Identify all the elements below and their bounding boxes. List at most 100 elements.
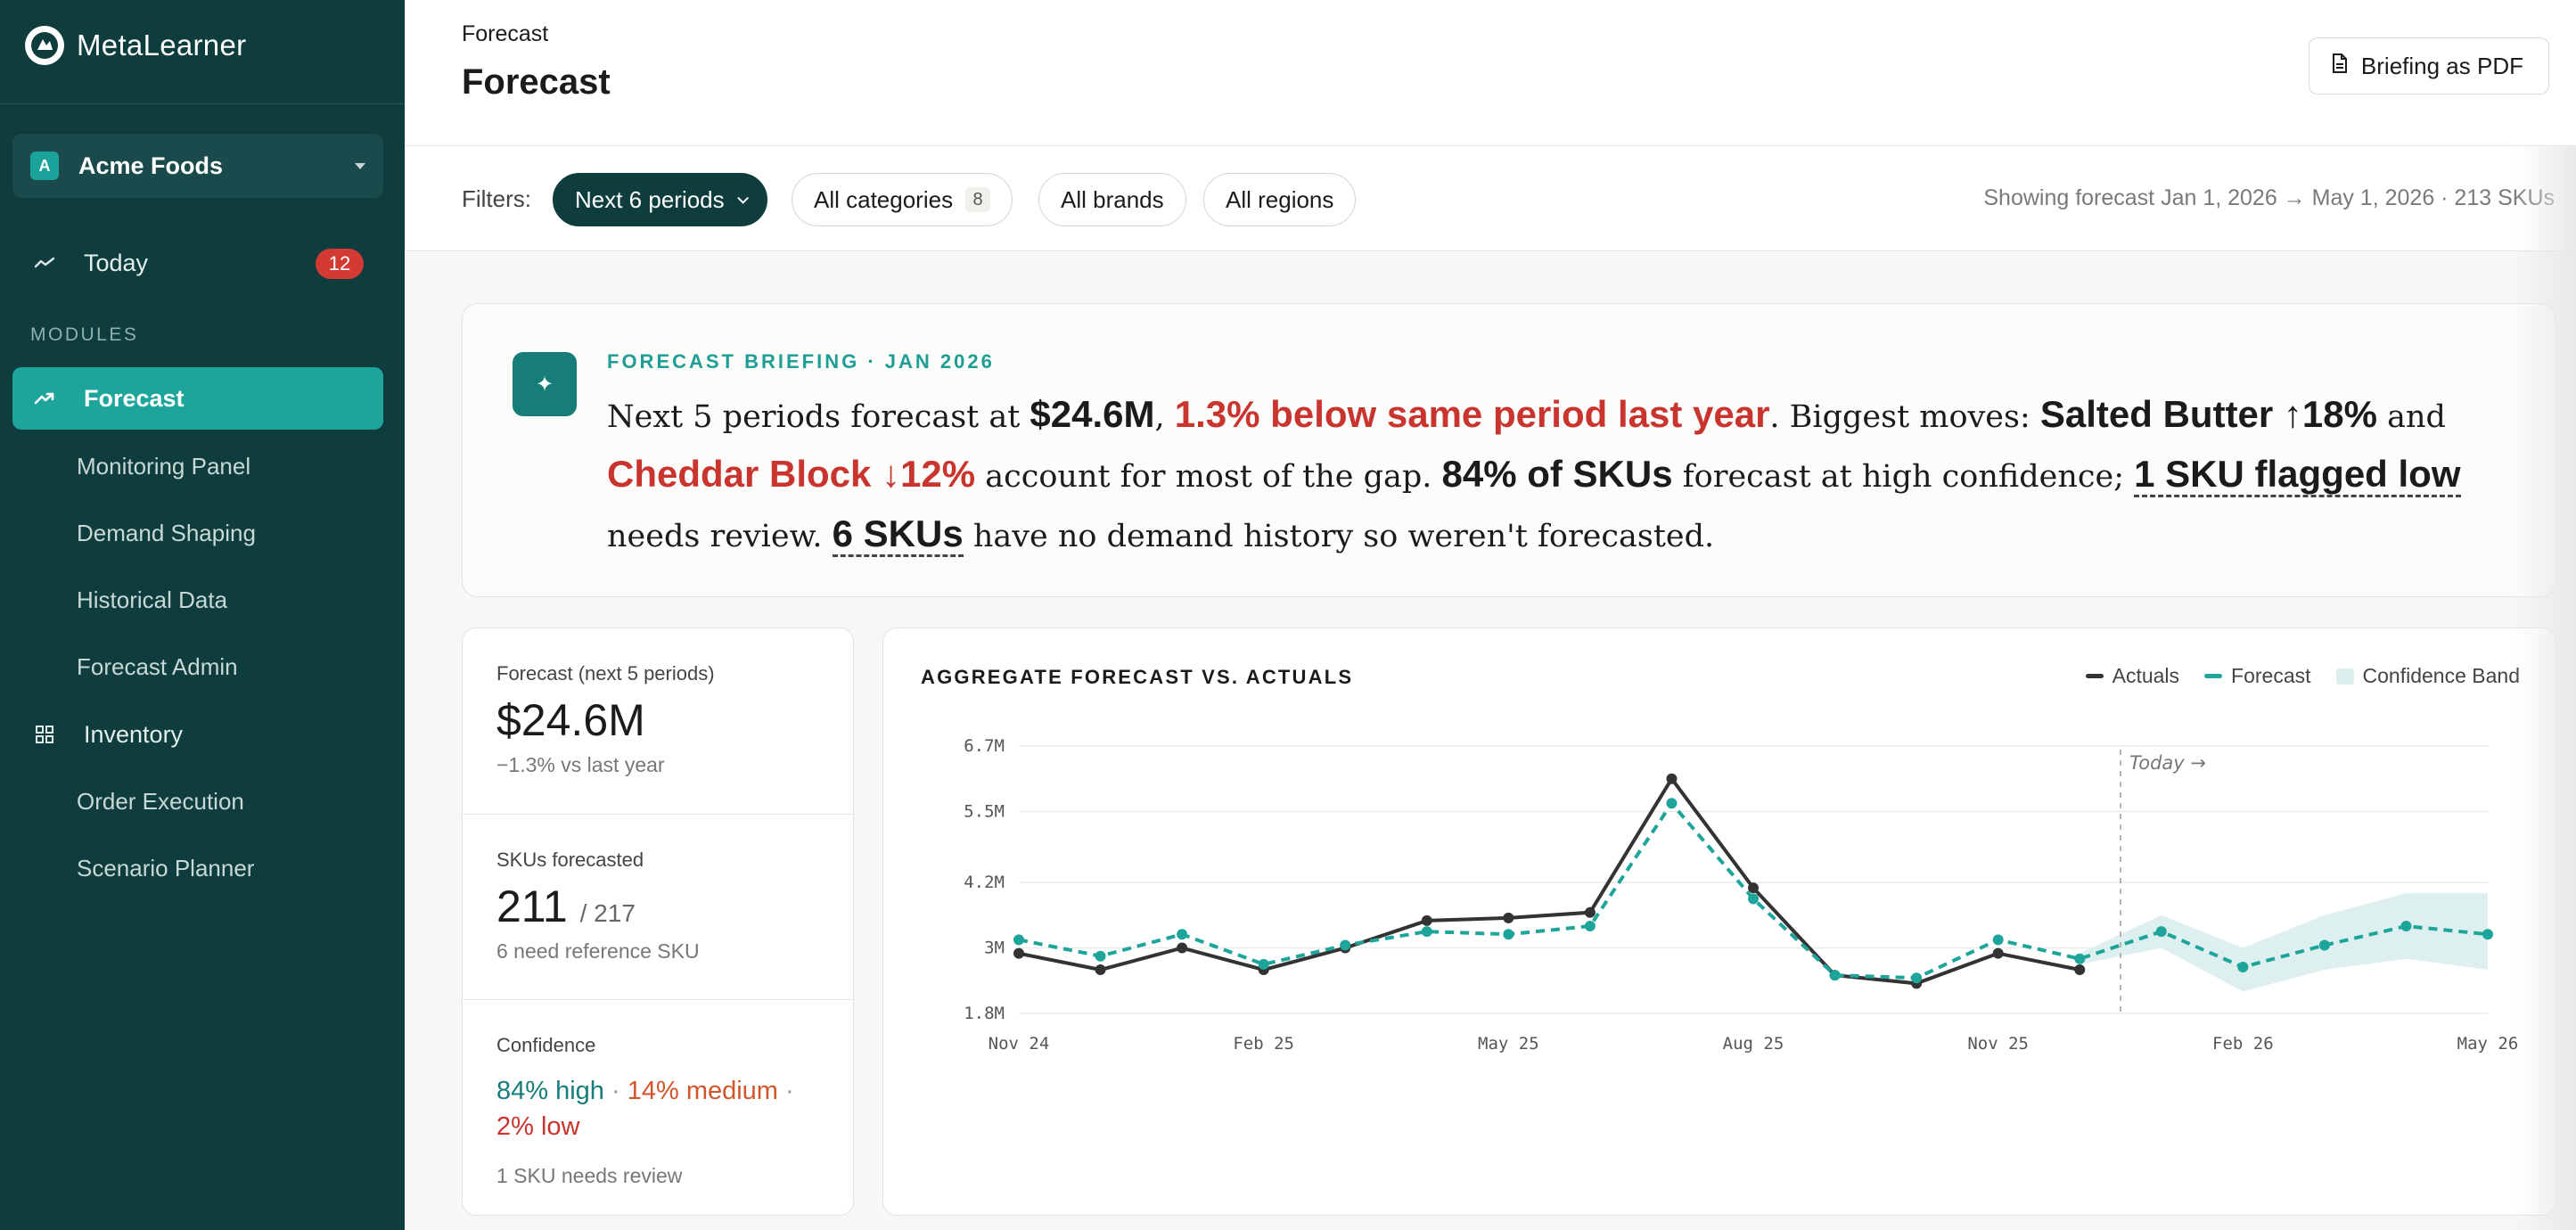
briefing-summary: Next 5 periods forecast at $24.6M, 1.3% …	[607, 386, 2497, 565]
sidebar-item-label: Order Execution	[77, 787, 244, 815]
briefing-pdf-button[interactable]: Briefing as PDF	[2308, 37, 2549, 94]
sidebar-item-label: Monitoring Panel	[77, 452, 251, 480]
sidebar-item-forecast[interactable]: Forecast	[12, 367, 383, 430]
forecast-point	[1748, 893, 1759, 905]
x-tick-label: Feb 26	[2212, 1034, 2274, 1054]
separator: ·	[603, 1077, 628, 1105]
briefing-top-mover-up: Salted Butter ↑18%	[2039, 393, 2377, 435]
periods-filter-chip[interactable]: Next 6 periods	[553, 173, 767, 226]
forecast-point	[1584, 921, 1596, 932]
briefing-text: forecast at high confidence;	[1672, 459, 2135, 495]
filter-bar: Filters: Next 6 periods All categories 8…	[405, 146, 2576, 251]
categories-filter-label: All categories	[814, 185, 954, 213]
confidence-high: 84% high	[496, 1077, 604, 1105]
y-tick-label: 5.5M	[964, 801, 1005, 821]
sidebar-item-forecast-admin[interactable]: Forecast Admin	[12, 636, 383, 698]
forecast-point	[1666, 798, 1678, 809]
org-switcher[interactable]: A Acme Foods	[12, 134, 383, 198]
regions-filter-chip[interactable]: All regions	[1203, 173, 1357, 226]
briefing-text: Next 5 periods forecast at	[607, 399, 1030, 435]
confidence-breakdown: 84% high · 14% medium · 2% low	[496, 1073, 835, 1144]
briefing-no-history-link[interactable]: 6 SKUs	[832, 512, 964, 557]
regions-filter-label: All regions	[1226, 185, 1334, 213]
separator: ·	[777, 1077, 794, 1105]
forecast-point	[2074, 953, 2086, 964]
briefing-text: have no demand history so weren't foreca…	[963, 519, 1715, 554]
sidebar: MetaLearner A Acme Foods Today 12 MODULE…	[0, 0, 405, 1230]
confidence-low: 2% low	[496, 1112, 580, 1141]
briefing-text: needs review.	[607, 519, 833, 554]
x-tick-label: May 25	[1478, 1034, 1539, 1054]
legend-item-confidence-band[interactable]: Confidence Band	[2335, 664, 2520, 688]
sidebar-item-label: Forecast	[84, 384, 185, 412]
legend-swatch	[2335, 668, 2354, 685]
sidebar-item-monitoring-panel[interactable]: Monitoring Panel	[12, 435, 383, 497]
sidebar-item-today[interactable]: Today 12	[12, 232, 383, 294]
y-tick-label: 3M	[984, 939, 1005, 958]
legend-swatch	[2204, 674, 2223, 678]
sidebar-item-scenario-planner[interactable]: Scenario Planner	[12, 837, 383, 899]
brand[interactable]: MetaLearner	[25, 25, 246, 66]
briefing-text: . Biggest moves:	[1769, 399, 2040, 435]
briefing-pdf-label: Briefing as PDF	[2360, 52, 2523, 79]
kpi-confidence: Confidence 84% high · 14% medium · 2% lo…	[463, 999, 853, 1215]
sidebar-item-label: Demand Shaping	[77, 519, 256, 546]
briefing-yoy-change: 1.3% below same period last year	[1174, 393, 1770, 435]
trend-up-icon	[32, 391, 57, 406]
actuals-point	[1177, 942, 1188, 954]
chart-legend: Actuals Forecast Confidence Band	[2085, 664, 2520, 688]
categories-filter-chip[interactable]: All categories 8	[792, 173, 1013, 226]
sidebar-item-label: Inventory	[84, 720, 184, 748]
sidebar-item-historical-data[interactable]: Historical Data	[12, 569, 383, 631]
kpi-sub: −1.3% vs last year	[496, 753, 665, 776]
kpi-skus-count: 211	[496, 882, 568, 931]
legend-label: Confidence Band	[2362, 664, 2520, 687]
legend-swatch	[2085, 674, 2104, 678]
forecast-point	[1503, 929, 1514, 940]
forecast-briefing-card: ✦ FORECAST BRIEFING · JAN 2026 Next 5 pe…	[462, 303, 2556, 597]
forecast-chart-card: AGGREGATE FORECAST VS. ACTUALS Actuals F…	[882, 627, 2556, 1216]
briefing-flagged-link[interactable]: 1 SKU flagged low	[2134, 453, 2461, 497]
actuals-point	[1095, 964, 1106, 976]
kpi-skus-total: / 217	[579, 899, 636, 927]
briefing-forecast-total: $24.6M	[1030, 393, 1155, 435]
confidence-medium: 14% medium	[627, 1077, 778, 1105]
showing-range-text: Showing forecast Jan 1, 2026 → May 1, 20…	[1983, 185, 2555, 210]
kpi-label: SKUs forecasted	[496, 849, 644, 871]
kpi-panel: Forecast (next 5 periods) $24.6M −1.3% v…	[462, 627, 854, 1216]
chart-title: AGGREGATE FORECAST VS. ACTUALS	[921, 666, 1354, 688]
categories-count-badge: 8	[965, 187, 991, 212]
kpi-sub: 6 need reference SKU	[496, 939, 700, 963]
legend-item-forecast[interactable]: Forecast	[2204, 664, 2311, 688]
sidebar-item-demand-shaping[interactable]: Demand Shaping	[12, 502, 383, 564]
actuals-point	[1584, 906, 1596, 918]
sidebar-item-label: Forecast Admin	[77, 652, 238, 680]
sidebar-item-order-execution[interactable]: Order Execution	[12, 770, 383, 832]
kpi-label: Confidence	[496, 1034, 596, 1056]
kpi-skus: SKUs forecasted 211 / 217 6 need referen…	[463, 814, 853, 999]
actuals-point	[1748, 882, 1759, 894]
chevron-down-icon	[355, 162, 365, 169]
periods-filter-label: Next 6 periods	[575, 185, 725, 213]
legend-item-actuals[interactable]: Actuals	[2085, 664, 2179, 688]
sidebar-divider	[0, 103, 405, 104]
briefing-high-confidence: 84% of SKUs	[1441, 453, 1673, 495]
forecast-point	[1013, 934, 1024, 946]
edge-fade	[2514, 146, 2576, 1230]
forecast-point	[2237, 961, 2249, 972]
forecast-chart[interactable]: 1.8M 3M 4.2M 5.5M 6.7M Nov 24 Feb 25 May 25 Aug …	[883, 628, 2557, 1217]
forecast-point	[2482, 929, 2493, 940]
kpi-label: Forecast (next 5 periods)	[496, 662, 715, 685]
grid-icon	[32, 724, 57, 745]
sidebar-item-label: Historical Data	[77, 586, 228, 613]
sidebar-item-inventory[interactable]: Inventory	[12, 703, 383, 766]
forecast-point	[1421, 926, 1432, 938]
modules-section-label: MODULES	[30, 324, 139, 345]
today-count-badge: 12	[316, 249, 364, 279]
brands-filter-chip[interactable]: All brands	[1038, 173, 1186, 226]
breadcrumb[interactable]: Forecast	[462, 21, 549, 46]
app-name: MetaLearner	[77, 29, 247, 62]
actuals-point	[1666, 773, 1678, 784]
y-tick-label: 4.2M	[964, 873, 1005, 892]
kpi-value: $24.6M	[496, 695, 645, 745]
